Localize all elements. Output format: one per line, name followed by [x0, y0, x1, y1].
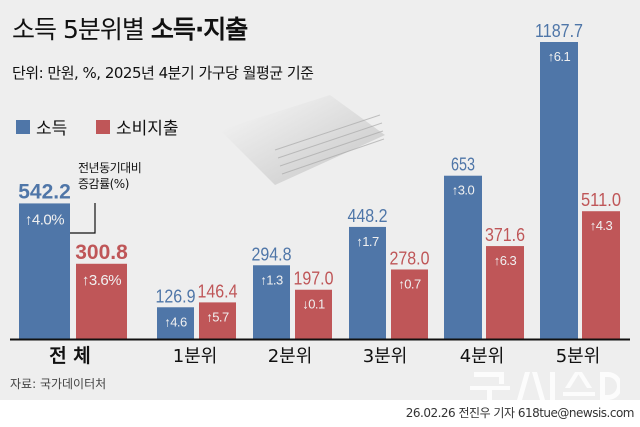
value-label: 294.8: [252, 244, 292, 264]
change-label-up: ↑1.3: [260, 272, 283, 287]
bar: [157, 307, 194, 339]
chart-subtitle: 단위: 만원, %, 2025년 4분기 가구당 월평균 기준: [12, 64, 314, 82]
bar: [540, 42, 578, 339]
annotation-leader-line: [70, 203, 96, 234]
category-label: 5분위: [556, 346, 601, 367]
bar: [295, 289, 332, 339]
category-label: 2분위: [268, 346, 313, 367]
bar: [582, 211, 620, 339]
legend-item-spending: 소비지출: [96, 114, 179, 139]
change-label-up: ↑3.0: [452, 183, 475, 198]
change-label-up: ↑0.7: [398, 276, 421, 291]
watermark-logo: [470, 372, 620, 400]
bar: [253, 265, 290, 339]
category-label: 1분위: [173, 346, 218, 367]
bar-chart: 542.2 ↑4.0% 126.9 ↑4.6 294.8 ↑1.3 448.2 ↑1.7 653…: [10, 21, 630, 367]
bar: [349, 226, 386, 339]
annotation-note: 전년동기대비 증감률(%): [78, 161, 142, 191]
value-label: 278.0: [390, 248, 430, 268]
change-label-up: ↑4.6: [164, 314, 187, 329]
value-label: 511.0: [581, 190, 621, 210]
legend-swatch: [16, 119, 30, 134]
change-label-up: ↑4.0%: [25, 211, 64, 228]
category-label: 4분위: [460, 346, 505, 367]
chart-title: 소득 5분위별 소득·지출: [12, 15, 248, 44]
change-label-up: ↑3.6%: [82, 272, 121, 289]
value-label: 448.2: [348, 206, 388, 226]
paper-stack-illustration: [220, 95, 385, 185]
category-label: 3분위: [363, 346, 408, 367]
category-label: 전 체: [49, 345, 91, 367]
value-label: 1187.7: [535, 21, 583, 41]
value-label: 300.8: [75, 241, 128, 264]
value-label: 197.0: [294, 269, 334, 289]
bar: [19, 203, 70, 339]
change-label-down: ↓0.1: [302, 297, 325, 312]
legend-swatch: [96, 119, 110, 134]
value-label: 126.9: [156, 286, 196, 306]
change-label-up: ↑6.3: [494, 253, 517, 268]
legend-label: 소득: [36, 119, 68, 139]
change-label-up: ↑4.3: [590, 218, 613, 233]
change-label-up: ↑5.7: [206, 309, 229, 324]
change-label-up: ↑6.1: [548, 49, 571, 64]
source-text: 자료: 국가데이터처: [10, 377, 107, 391]
bar: [391, 269, 428, 339]
bar: [199, 302, 236, 339]
bar: [444, 175, 482, 339]
value-label: 542.2: [18, 180, 71, 203]
value-label: 146.4: [198, 281, 238, 301]
value-label: 653: [451, 155, 475, 175]
bar: [76, 263, 127, 339]
bar: [486, 246, 524, 339]
legend-item-income: 소득: [16, 114, 67, 139]
change-label-up: ↑1.7: [356, 234, 379, 249]
credit-text: 26.02.26 전진우 기자 618tue@newsis.com: [405, 406, 635, 420]
legend-label: 소비지출: [116, 119, 179, 139]
value-label: 371.6: [485, 225, 525, 245]
